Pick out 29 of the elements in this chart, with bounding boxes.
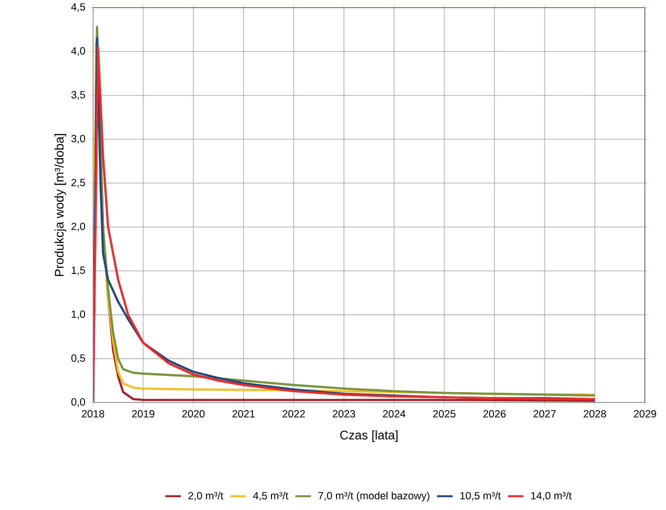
y-tick-label: 3,0 bbox=[71, 135, 86, 144]
x-tick-label: 2019 bbox=[132, 410, 154, 418]
y-tick-label: 2,5 bbox=[71, 179, 86, 188]
legend-label: 10,5 m³/t bbox=[460, 492, 501, 501]
x-tick-label: 2029 bbox=[634, 410, 656, 418]
y-tick-label: 1,5 bbox=[72, 266, 86, 276]
legend-label: 2,0 m³/t bbox=[188, 492, 224, 501]
x-tick-label: 2021 bbox=[232, 410, 255, 418]
y-tick-label: 4,5 bbox=[71, 4, 86, 12]
x-tick-label: 2027 bbox=[534, 410, 556, 418]
y-tick-label: 0,5 bbox=[71, 354, 86, 364]
y-tick-label: 4,0 bbox=[71, 47, 86, 56]
x-tick-label: 2026 bbox=[483, 410, 506, 418]
x-tick-label: 2022 bbox=[282, 410, 305, 418]
legend-label: 7,0 m³/t (model bazowy) bbox=[318, 492, 430, 502]
x-tick-label: 2020 bbox=[182, 410, 205, 418]
y-tick-label: 0,0 bbox=[71, 398, 86, 408]
y-tick-label: 2,0 bbox=[71, 222, 86, 232]
x-tick-label: 2018 bbox=[82, 410, 104, 418]
x-axis-title: Czas [lata] bbox=[340, 430, 398, 442]
legend-label: 4,5 m³/t bbox=[253, 492, 288, 501]
x-tick-label: 2025 bbox=[433, 410, 456, 418]
y-tick-label: 3,5 bbox=[71, 91, 86, 100]
x-tick-label: 2023 bbox=[332, 410, 356, 418]
y-tick-label: 1,0 bbox=[72, 310, 86, 320]
x-tick-label: 2028 bbox=[584, 410, 606, 418]
x-tick-label: 2024 bbox=[382, 410, 406, 418]
y-axis-title: Produkcja wody [m³/doba] bbox=[54, 134, 66, 276]
legend-label: 14,0 m³/t bbox=[531, 492, 572, 501]
